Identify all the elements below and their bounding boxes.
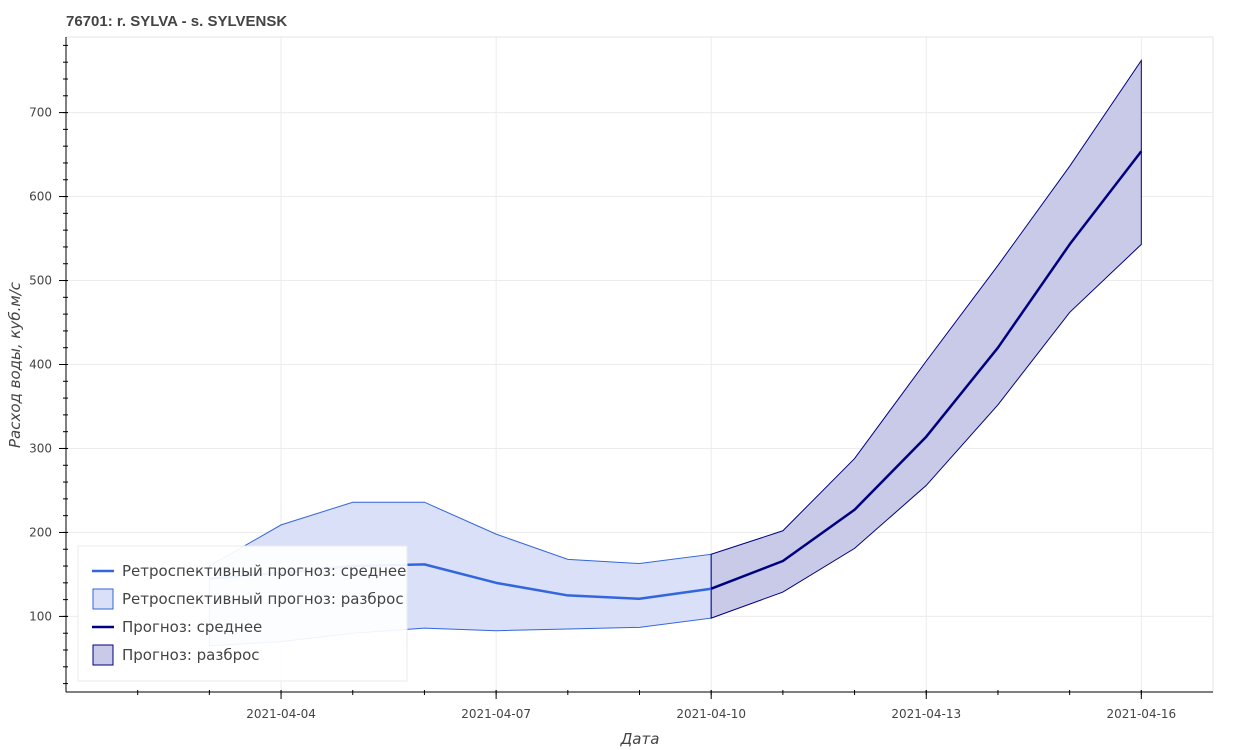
band-area-1 (710, 58, 1142, 619)
x-tick-label: 2021-04-16 (1106, 707, 1176, 721)
legend-box (77, 545, 408, 682)
y-axis-label: Расход воды, куб.м/с (6, 281, 24, 448)
chart-title: 76701: r. SYLVA - s. SYLVENSK (66, 13, 287, 30)
legend-swatch-band (92, 588, 114, 610)
x-tick-label: 2021-04-04 (246, 707, 316, 721)
legend-label: Ретроспективный прогноз: среднее (122, 562, 406, 580)
legend-label: Прогноз: среднее (122, 618, 262, 636)
x-tick-label: 2021-04-10 (676, 707, 746, 721)
x-tick-label: 2021-04-13 (891, 707, 961, 721)
x-tick-label: 2021-04-07 (461, 707, 531, 721)
legend-label: Прогноз: разброс (122, 646, 260, 664)
y-tick-label: 100 (29, 609, 52, 623)
axes: 100 200 300 400 500 600 700 2021-04-04 2021-04-0… (29, 37, 1213, 721)
legend-swatch-band (92, 644, 114, 666)
y-tick-label: 200 (29, 525, 52, 539)
y-tick-label: 500 (29, 274, 52, 288)
series-line-1 (710, 150, 1143, 590)
y-tick-label: 600 (29, 190, 52, 204)
y-tick-label: 300 (29, 441, 52, 455)
y-tick-label: 400 (29, 358, 52, 372)
y-tick-label: 700 (29, 106, 52, 120)
legend: Ретроспективный прогноз: среднее Ретроспе… (77, 545, 408, 682)
legend-label: Ретроспективный прогноз: разброс (122, 590, 404, 608)
x-axis-label: Дата (620, 730, 660, 748)
